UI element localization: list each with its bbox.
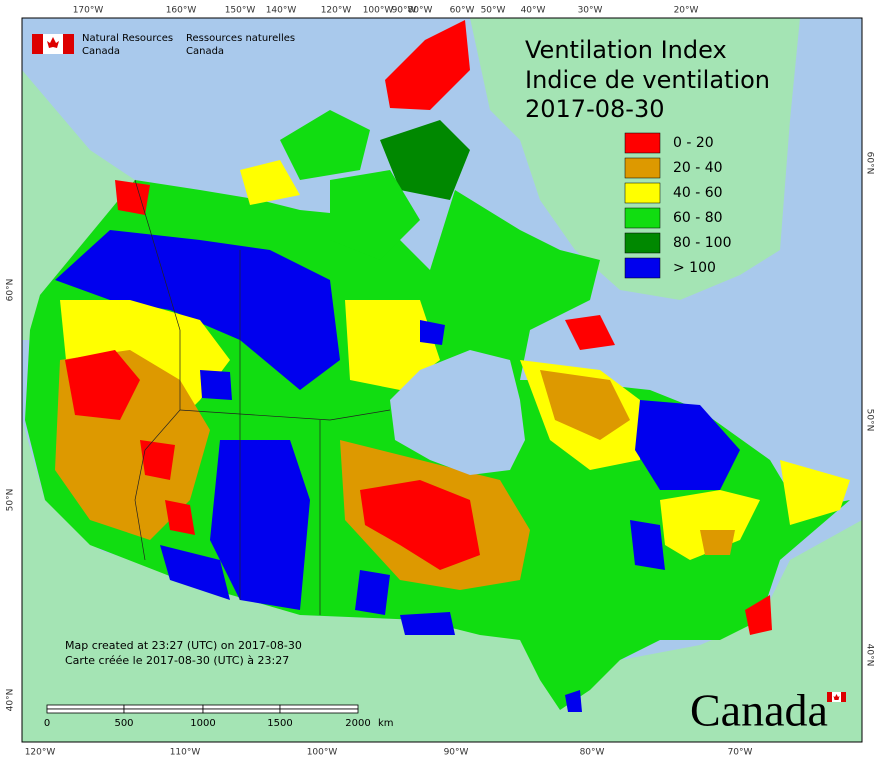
- graticule-label: 160°W: [166, 6, 197, 16]
- scale-bar-segment: [123, 708, 204, 714]
- graticule-label: 40°W: [521, 6, 546, 16]
- index-region: [355, 570, 390, 615]
- agency-fr: Ressources naturelles: [186, 33, 295, 44]
- graticule-label: 140°W: [266, 6, 297, 16]
- legend-swatch: [624, 157, 661, 179]
- wordmark: Canada: [690, 685, 828, 736]
- map-frame: [21, 17, 863, 743]
- graticule-label: 100°W: [363, 6, 394, 16]
- graticule-label: 110°W: [170, 748, 201, 758]
- graticule-label: 120°W: [321, 6, 352, 16]
- title-en: Ventilation Index: [525, 36, 727, 64]
- legend-swatch: [624, 257, 661, 279]
- index-region: [360, 480, 480, 570]
- legend-swatch: [624, 232, 661, 254]
- wordmark-flag: [827, 692, 846, 702]
- graticule-label: 90°W: [392, 6, 417, 16]
- agency-fr: Canada: [186, 46, 224, 57]
- graticule-label: 60°N: [6, 279, 16, 302]
- scale-bar-label: 500: [114, 718, 133, 729]
- index-region: [380, 120, 470, 200]
- scale-bar-label: 1000: [190, 718, 215, 729]
- index-region: [240, 160, 300, 205]
- legend-swatch: [624, 132, 661, 154]
- index-region: [115, 180, 150, 215]
- scale-bar-unit: km: [378, 718, 394, 729]
- index-region: [660, 490, 760, 560]
- index-region: [330, 170, 420, 260]
- scale-bar-segment: [46, 708, 125, 714]
- credit-en: Map created at 23:27 (UTC) on 2017-08-30: [65, 639, 302, 652]
- scale-bar-label: 1500: [267, 718, 292, 729]
- index-region: [280, 110, 370, 180]
- map-date: 2017-08-30: [525, 95, 664, 123]
- graticule-label: 30°W: [578, 6, 603, 16]
- graticule-label: 40°N: [6, 689, 16, 712]
- graticule-label: 40°N: [865, 644, 875, 667]
- index-region: [140, 440, 175, 480]
- scale-bar-segment: [46, 704, 125, 710]
- graticule-label: 70°W: [728, 748, 753, 758]
- united-states: [22, 420, 862, 742]
- index-region: [385, 20, 470, 110]
- index-region: [635, 400, 740, 490]
- graticule-label: 60°N: [865, 152, 875, 175]
- scale-bar-segment: [279, 704, 359, 710]
- legend-label: 80 - 100: [673, 235, 732, 251]
- index-region: [630, 520, 665, 570]
- scale-bar-segment: [123, 704, 204, 710]
- agency-en: Canada: [82, 46, 120, 57]
- graticule-label: 20°W: [674, 6, 699, 16]
- index-region: [700, 530, 735, 555]
- index-region: [745, 595, 772, 635]
- graticule-label: 80°W: [408, 6, 433, 16]
- regions: [25, 20, 850, 712]
- graticule-label: 170°W: [73, 6, 104, 16]
- index-region: [200, 370, 232, 400]
- scale-bar-segment: [202, 708, 281, 714]
- agency-flag: [32, 34, 74, 54]
- alaska: [22, 70, 135, 340]
- legend-label: > 100: [673, 260, 716, 276]
- legend-label: 40 - 60: [673, 185, 723, 201]
- graticule-label: 50°N: [6, 489, 16, 512]
- scale-bar-label: 2000: [345, 718, 370, 729]
- graticule-label: 50°W: [481, 6, 506, 16]
- index-region: [210, 440, 310, 610]
- index-region: [540, 370, 630, 440]
- scale-bar-segment: [202, 704, 281, 710]
- graticule-label: 80°W: [580, 748, 605, 758]
- index-region: [345, 300, 440, 390]
- index-region: [65, 350, 140, 420]
- legend-label: 60 - 80: [673, 210, 723, 226]
- title-fr: Indice de ventilation: [525, 66, 770, 94]
- legend-swatch: [624, 207, 661, 229]
- borders: [134, 179, 391, 615]
- graticule-label: 50°N: [865, 409, 875, 432]
- scale-bar-label: 0: [44, 718, 50, 729]
- graticule-label: 120°W: [25, 748, 56, 758]
- graticule-label: 90°W: [444, 748, 469, 758]
- index-region: [565, 315, 615, 350]
- legend-label: 0 - 20: [673, 135, 714, 151]
- index-region: [400, 612, 455, 635]
- index-region: [165, 500, 195, 535]
- legend-label: 20 - 40: [673, 160, 723, 176]
- index-region: [55, 230, 340, 390]
- index-region: [780, 460, 850, 525]
- graticule-label: 150°W: [225, 6, 256, 16]
- scale-bar-segment: [279, 708, 359, 714]
- graticule-label: 60°W: [450, 6, 475, 16]
- index-region: [160, 545, 230, 600]
- graticule-label: 100°W: [307, 748, 338, 758]
- agency-en: Natural Resources: [82, 33, 173, 44]
- index-region: [565, 690, 582, 712]
- index-region: [420, 320, 445, 345]
- legend-swatch: [624, 182, 661, 204]
- credit-fr: Carte créée le 2017-08-30 (UTC) à 23:27: [65, 654, 289, 667]
